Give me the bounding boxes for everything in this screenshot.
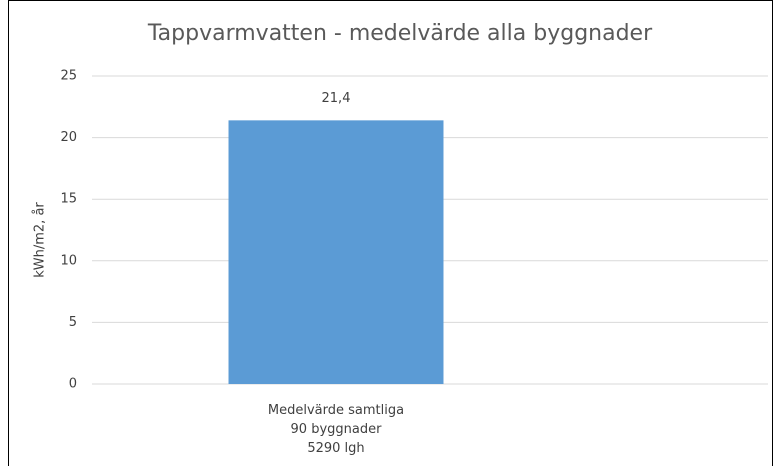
x-tick-label: Medelvärde samtliga 90 byggnader 5290 lgh xyxy=(268,403,404,456)
bar xyxy=(228,120,444,385)
y-tick-label: 10 xyxy=(60,253,77,268)
chart-title: Tappvarmvatten - medelvärde alla byggnad… xyxy=(147,21,653,46)
data-label: 21,4 xyxy=(322,91,351,106)
y-tick-label: 25 xyxy=(60,69,77,84)
y-tick-label: 0 xyxy=(69,377,77,392)
y-tick-label: 15 xyxy=(60,192,77,207)
y-tick-label: 5 xyxy=(69,315,77,330)
y-axis-label: kWh/m2, år xyxy=(33,202,48,278)
y-tick-label: 20 xyxy=(60,130,77,145)
